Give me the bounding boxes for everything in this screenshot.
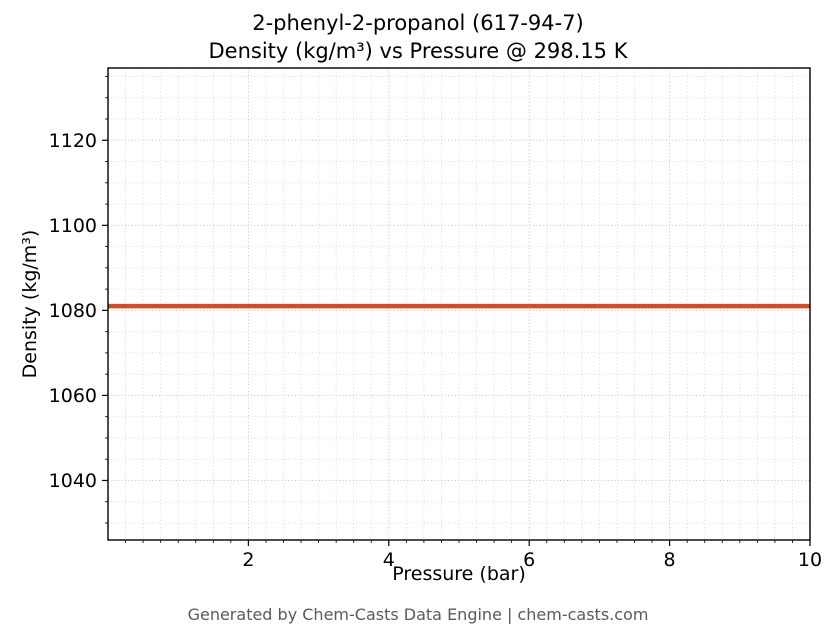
x-tick-label: 10 <box>798 549 822 571</box>
y-tick-label: 1080 <box>49 300 97 322</box>
x-tick-label: 8 <box>664 549 676 571</box>
axes-frame <box>107 67 811 541</box>
y-tick-label: 1060 <box>49 385 97 407</box>
x-tick-label: 4 <box>383 549 395 571</box>
y-tick-label: 1040 <box>49 470 97 492</box>
y-axis-label: Density (kg/m³) <box>19 229 41 379</box>
y-tick-label: 1120 <box>49 130 97 152</box>
x-tick-label: 6 <box>523 549 535 571</box>
chart-title: 2-phenyl-2-propanol (617-94-7) <box>252 11 584 35</box>
chart-subtitle: Density (kg/m³) vs Pressure @ 298.15 K <box>208 39 628 63</box>
y-tick-label: 1100 <box>49 215 97 237</box>
footer-credit: Generated by Chem-Casts Data Engine | ch… <box>187 605 649 624</box>
x-tick-label: 2 <box>242 549 254 571</box>
x-axis-label: Pressure (bar) <box>392 563 526 585</box>
